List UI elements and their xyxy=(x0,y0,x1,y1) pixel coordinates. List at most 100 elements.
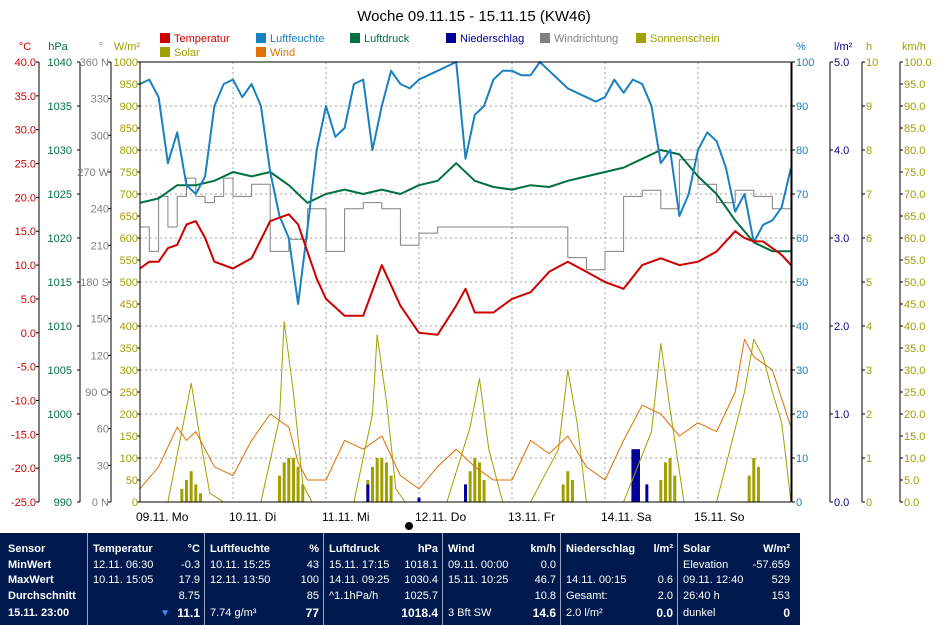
axis-tick-label: -5.0 xyxy=(17,362,36,374)
wind-current: 14.6 xyxy=(532,606,556,620)
axis-tick-label: 1005 xyxy=(48,365,72,377)
axis-unit-label: °C xyxy=(19,41,31,53)
press-min-time: 15.11. 17:15 xyxy=(329,559,390,571)
axis-unit-label: km/h xyxy=(902,41,926,53)
row-label-max: MaxWert xyxy=(8,574,54,586)
x-tick-label: 09.11. Mo xyxy=(136,510,189,524)
axis-tick-label: 210 xyxy=(91,240,109,252)
axis-tick-label: 40.0 xyxy=(904,321,925,333)
axis-tick-label: 1.0 xyxy=(834,409,849,421)
axis-tick-label: 550 xyxy=(120,255,138,267)
col-luftdruck: Luftdruck hPa 15.11. 17:15 1018.1 14.11. 0… xyxy=(323,533,442,625)
axis-tick-label: 95.0 xyxy=(904,79,925,91)
axis-unit-label: l/m² xyxy=(834,41,853,53)
press-trend: ^1.1hPa/h xyxy=(329,590,379,602)
col-luftfeuchte: Luftfeuchte% 10.11. 15:25 43 12.11. 13:50… xyxy=(204,533,323,625)
bar-sonnenschein xyxy=(663,462,667,502)
axis-tick-label: 0 xyxy=(866,497,872,509)
wind-avg: 10.8 xyxy=(534,590,556,602)
hum-abs: 7.74 g/m³ xyxy=(210,607,257,619)
temp-min: -0.3 xyxy=(181,559,200,571)
hum-header: Luftfeuchte xyxy=(210,543,270,555)
axis-tick-label: 330 xyxy=(91,94,109,106)
bar-sonnenschein xyxy=(747,475,751,502)
x-tick-label: 14.11. Sa xyxy=(601,510,652,524)
axis-tick-label: 1025 xyxy=(48,189,72,201)
axis-tick-label: 900 xyxy=(120,101,138,113)
rain-total-label: Gesamt: xyxy=(566,590,608,602)
axis-tick-label: 90 xyxy=(796,101,808,113)
bar-sonnenschein xyxy=(477,462,481,502)
line-wind xyxy=(139,338,792,490)
legend-swatch xyxy=(636,33,646,43)
axis-tick-label: 50.0 xyxy=(904,277,925,289)
axis-tick-label: 800 xyxy=(120,145,138,157)
legend-label: Luftfeuchte xyxy=(270,33,324,45)
press-max-time: 14.11. 09:25 xyxy=(329,574,390,586)
axis-tick-label: 150 xyxy=(91,314,109,326)
axis-tick-label: -20.0 xyxy=(11,463,36,475)
axis-tick-label: 0.0 xyxy=(21,328,36,340)
press-header: Luftdruck xyxy=(329,543,380,555)
axis-tick-label: 990 xyxy=(54,497,72,509)
axis-tick-label: 50 xyxy=(796,277,808,289)
solar-elevation: -57.659 xyxy=(752,559,790,571)
axis-tick-label: 65.0 xyxy=(904,211,925,223)
axis-tick-label: 0.0 xyxy=(834,497,849,509)
axis-tick-label: 120 xyxy=(91,350,109,362)
hum-max: 100 xyxy=(300,574,319,586)
axis-tick-label: 180 S xyxy=(80,277,109,289)
axis-tick-label: 45.0 xyxy=(904,299,925,311)
axis-tick-label: 10.0 xyxy=(15,260,36,272)
solar-max: 529 xyxy=(771,574,790,586)
line-luftdruck xyxy=(139,149,791,253)
bar-sonnenschein xyxy=(752,458,756,502)
x-tick-label: 13.11. Fr xyxy=(508,510,555,524)
x-tick-label: 11.11. Mi xyxy=(322,510,370,524)
axis-tick-label: 850 xyxy=(120,123,138,135)
row-label-avg: Durchschnitt xyxy=(8,590,76,602)
legend-swatch xyxy=(160,47,170,57)
bar-sonnenschein xyxy=(468,471,472,502)
axis-tick-label: 100.0 xyxy=(904,57,932,69)
axis-tick-label: 1010 xyxy=(48,321,72,333)
axis-tick-label: 2 xyxy=(866,409,872,421)
bar-sonnenschein xyxy=(287,458,291,502)
legend-label: Niederschlag xyxy=(460,33,524,45)
axis-tick-label: 35.0 xyxy=(15,91,36,103)
axis-tick-label: 30.0 xyxy=(904,365,925,377)
temp-max-time: 10.11. 15:05 xyxy=(93,574,154,586)
bar-sonnenschein xyxy=(282,462,286,502)
press-unit: hPa xyxy=(417,543,438,555)
axis-tick-label: -10.0 xyxy=(11,395,36,407)
col-solar: Solar W/m² Elevation -57.659 09.11. 12:40 5… xyxy=(677,533,794,625)
bar-niederschlag xyxy=(634,449,638,502)
axis-tick-label: 70.0 xyxy=(904,189,925,201)
legend-swatch xyxy=(446,33,456,43)
axis-tick-label: 240 xyxy=(91,204,109,216)
wind-unit: km/h xyxy=(530,543,556,555)
wind-min-time: 09.11. 00:00 xyxy=(448,559,509,571)
legend: Temperatur Luftfeuchte Luftdruck Niederschl… xyxy=(160,33,720,59)
axis-tick-label: 90.0 xyxy=(904,101,925,113)
axis-tick-label: 500 xyxy=(120,277,138,289)
axis-tick-label: 20.0 xyxy=(904,409,925,421)
axis-tick-label: 750 xyxy=(120,167,138,179)
bar-sonnenschein xyxy=(384,462,388,502)
axis-tick-label: 5 xyxy=(866,277,872,289)
axis-tick-label: 1030 xyxy=(48,145,72,157)
bar-niederschlag xyxy=(366,484,370,502)
bar-sonnenschein xyxy=(482,480,486,502)
bar-niederschlag xyxy=(645,484,649,502)
chart-title: Woche 09.11.15 - 15.11.15 (KW46) xyxy=(357,8,590,25)
bar-sonnenschein xyxy=(291,458,295,502)
solar-state: dunkel xyxy=(683,607,716,619)
axis-tick-label: 20 xyxy=(796,409,808,421)
axis-tick-label: 650 xyxy=(120,211,138,223)
bar-niederschlag xyxy=(464,484,467,502)
hum-max-time: 12.11. 13:50 xyxy=(210,574,271,586)
rain-max-time: 14.11. 00:15 xyxy=(566,574,627,586)
bar-sonnenschein xyxy=(180,488,184,502)
line-temperatur xyxy=(139,213,792,336)
legend-label: Solar xyxy=(174,47,200,59)
